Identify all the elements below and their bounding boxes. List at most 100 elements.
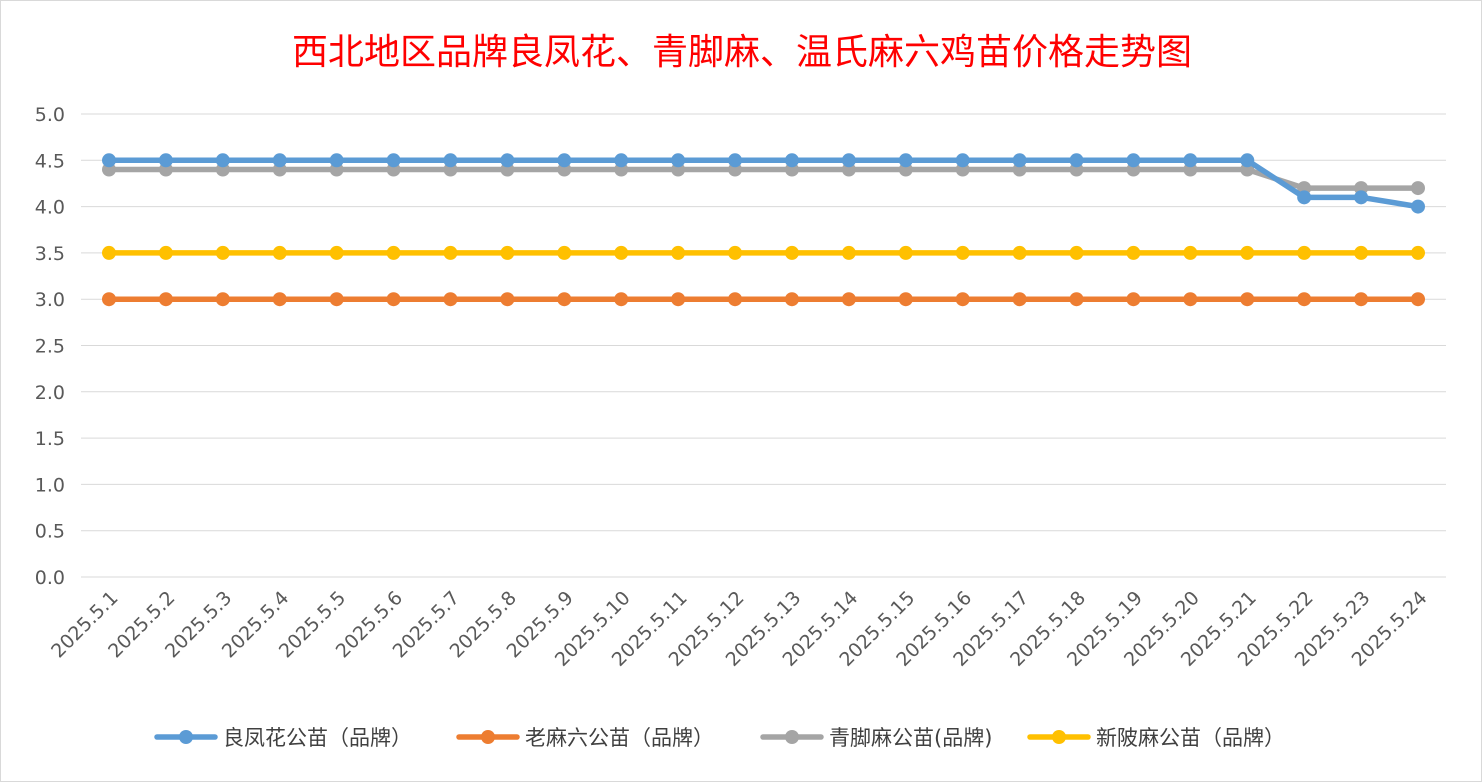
data-point <box>1240 245 1255 260</box>
y-tick-label: 3.5 <box>35 243 65 265</box>
data-point <box>557 245 572 260</box>
data-point <box>1183 153 1198 168</box>
data-point <box>841 245 856 260</box>
legend-label: 青脚麻公苗(品牌) <box>829 726 992 750</box>
data-point <box>898 153 913 168</box>
data-point <box>500 292 515 307</box>
data-point <box>386 153 401 168</box>
data-point <box>1126 292 1141 307</box>
data-point <box>1183 245 1198 260</box>
series-line <box>106 157 1421 210</box>
legend-swatch-marker <box>1052 730 1066 744</box>
legend-swatch-marker <box>481 730 495 744</box>
data-point <box>1354 190 1369 205</box>
data-point <box>329 245 344 260</box>
data-point <box>500 153 515 168</box>
y-tick-label: 4.5 <box>35 150 65 172</box>
data-point <box>329 292 344 307</box>
y-tick-label: 4.0 <box>35 197 65 219</box>
data-point <box>955 245 970 260</box>
data-point <box>1240 153 1255 168</box>
data-point <box>158 153 173 168</box>
series-line <box>106 166 1421 191</box>
data-point <box>1069 245 1084 260</box>
y-tick-label: 1.0 <box>35 474 65 496</box>
data-point <box>215 153 230 168</box>
data-point <box>728 153 743 168</box>
data-point <box>614 245 629 260</box>
series-0 <box>102 153 1425 214</box>
y-tick-label: 1.5 <box>35 428 65 450</box>
data-point <box>841 292 856 307</box>
data-point <box>841 153 856 168</box>
data-point <box>158 292 173 307</box>
data-point <box>1069 292 1084 307</box>
data-point <box>671 245 686 260</box>
legend-label: 良凤花公苗（品牌） <box>223 726 412 750</box>
data-point <box>386 292 401 307</box>
legend-item: 青脚麻公苗(品牌) <box>760 726 992 750</box>
y-tick-label: 2.5 <box>35 336 65 358</box>
data-point <box>728 245 743 260</box>
data-point <box>557 292 572 307</box>
series-1 <box>102 292 1425 307</box>
data-point <box>1126 153 1141 168</box>
data-point <box>898 292 913 307</box>
data-point <box>614 292 629 307</box>
y-tick-label: 0.0 <box>35 567 65 589</box>
data-point <box>386 245 401 260</box>
data-point <box>215 292 230 307</box>
data-point <box>102 245 116 260</box>
data-point <box>1012 153 1027 168</box>
data-point <box>557 153 572 168</box>
data-point <box>614 153 629 168</box>
data-point <box>1297 292 1312 307</box>
plot-series <box>102 153 1425 307</box>
data-point <box>102 153 116 168</box>
data-point <box>1411 181 1425 196</box>
data-point <box>1354 292 1369 307</box>
data-point <box>443 153 458 168</box>
data-point <box>1297 245 1312 260</box>
data-point <box>1183 292 1198 307</box>
data-point <box>329 153 344 168</box>
y-tick-label: 3.0 <box>35 289 65 311</box>
data-point <box>158 245 173 260</box>
legend-swatch-marker <box>179 730 193 744</box>
data-point <box>784 153 799 168</box>
x-axis: 2025.5.12025.5.22025.5.32025.5.42025.5.5… <box>47 587 1431 671</box>
data-point <box>102 292 116 307</box>
data-point <box>1012 245 1027 260</box>
data-point <box>1012 292 1027 307</box>
y-axis: 0.0 0.5 1.0 1.5 2.0 2.5 3.0 3.5 4.0 4.5 5.0 <box>35 104 65 589</box>
chart-title: 西北地区品牌良凤花、青脚麻、温氏麻六鸡苗价格走势图 <box>292 32 1192 73</box>
data-point <box>1411 245 1425 260</box>
data-point <box>955 292 970 307</box>
data-point <box>671 292 686 307</box>
data-point <box>784 292 799 307</box>
data-point <box>1411 199 1425 214</box>
data-point <box>272 245 287 260</box>
data-point <box>443 292 458 307</box>
legend-item: 新陂麻公苗（品牌） <box>1027 726 1285 750</box>
data-point <box>215 245 230 260</box>
legend-item: 良凤花公苗（品牌） <box>154 726 412 750</box>
data-point <box>955 153 970 168</box>
data-point <box>272 153 287 168</box>
gridlines <box>81 113 1446 578</box>
y-tick-label: 5.0 <box>35 104 65 126</box>
data-point <box>1354 245 1369 260</box>
data-point <box>500 245 515 260</box>
data-point <box>784 245 799 260</box>
data-point <box>898 245 913 260</box>
data-point <box>1411 292 1425 307</box>
data-point <box>728 292 743 307</box>
data-point <box>1126 245 1141 260</box>
data-point <box>1069 153 1084 168</box>
series-3 <box>102 245 1425 260</box>
legend: 良凤花公苗（品牌） 老麻六公苗（品牌） 青脚麻公苗(品牌) 新陂麻公苗（品牌） <box>154 726 1285 750</box>
data-point <box>272 292 287 307</box>
data-point <box>1240 292 1255 307</box>
